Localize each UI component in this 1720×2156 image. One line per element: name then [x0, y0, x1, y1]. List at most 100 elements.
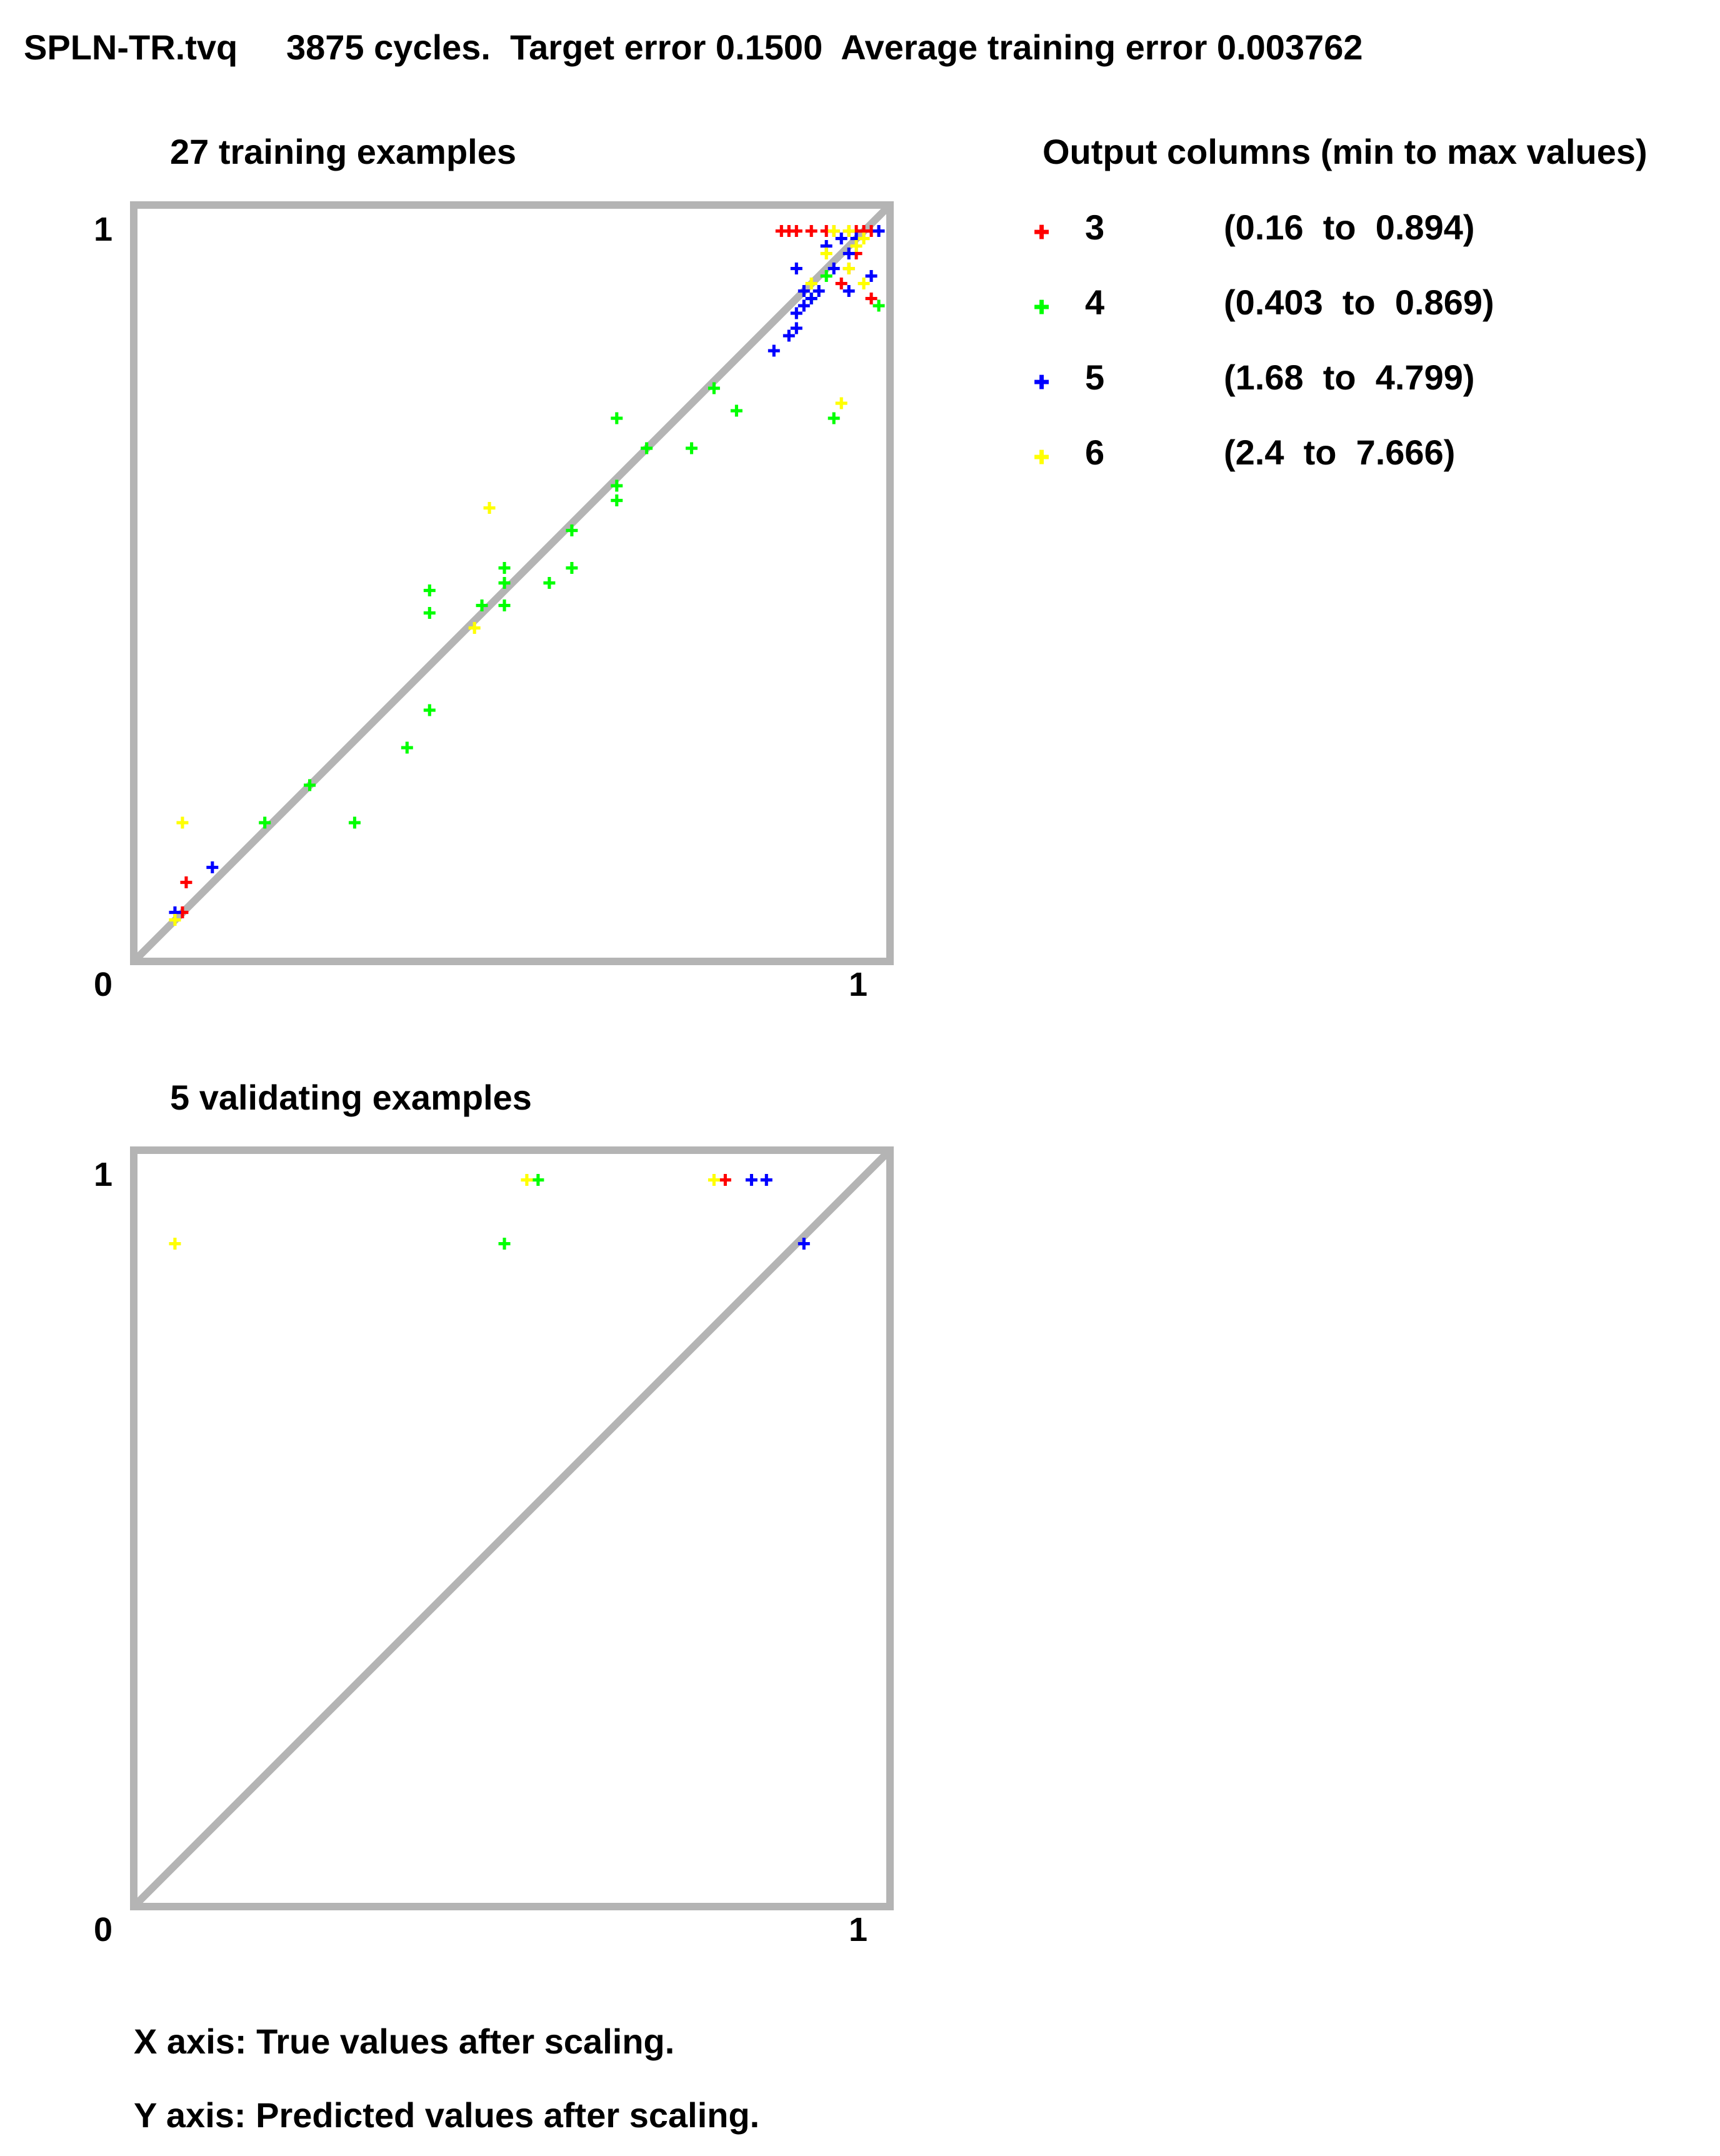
- point-col5-12: ✚: [834, 230, 848, 249]
- point-col6-12: ✚: [842, 223, 856, 241]
- legend-marker-4: ✚: [1034, 298, 1050, 318]
- point-col3-7: ✚: [827, 223, 841, 241]
- point-col4-20: ✚: [730, 402, 744, 421]
- y-axis-note: Y axis: Predicted values after scaling.: [134, 2095, 760, 2135]
- legend-range-5: (1.68 to 4.799): [1224, 358, 1475, 397]
- point-col5-15: ✚: [849, 230, 863, 249]
- validation-plot-frame: [130, 1146, 894, 1910]
- legend-range-6: (2.4 to 7.666): [1224, 433, 1456, 472]
- validation-plot-title: 5 validating examples: [170, 1078, 532, 1117]
- point-col5-13: ✚: [842, 283, 856, 301]
- point-col3-12: ✚: [842, 260, 856, 279]
- point-col5-0: ✚: [744, 1171, 758, 1190]
- legend-column-5: 5: [1085, 358, 1105, 397]
- point-col4-5: ✚: [422, 604, 436, 623]
- point-col5-7: ✚: [797, 283, 811, 301]
- point-col4-24: ✚: [872, 298, 886, 316]
- legend-title: Output columns (min to max values): [1042, 132, 1648, 171]
- point-col6-8: ✚: [849, 238, 863, 256]
- training-plot-title: 27 training examples: [170, 132, 517, 171]
- point-col4-19: ✚: [708, 380, 721, 399]
- point-col4-16: ✚: [610, 409, 624, 428]
- legend-marker-6: ✚: [1034, 448, 1050, 468]
- point-col4-14: ✚: [610, 492, 624, 511]
- training-x-tick-max: 1: [849, 966, 868, 1003]
- point-col4-15: ✚: [610, 477, 624, 496]
- point-col3-14: ✚: [864, 290, 878, 309]
- point-col3-3: ✚: [782, 223, 796, 241]
- point-col5-2: ✚: [767, 343, 781, 361]
- point-col6-3: ✚: [482, 499, 496, 518]
- validation-reference-line: [131, 1147, 893, 1910]
- point-col5-6: ✚: [797, 298, 811, 316]
- point-col3-13: ✚: [849, 245, 863, 264]
- point-col4-2: ✚: [348, 814, 362, 833]
- point-col4-8: ✚: [498, 597, 511, 616]
- point-col3-4: ✚: [789, 223, 803, 241]
- point-col4-0: ✚: [498, 1235, 511, 1254]
- point-col6-9: ✚: [857, 275, 871, 294]
- point-col6-2: ✚: [468, 619, 481, 638]
- validation-x-tick-min: 0: [94, 1911, 113, 1948]
- training-y-tick-max: 1: [94, 211, 113, 248]
- point-col6-10: ✚: [857, 230, 871, 249]
- point-col3-0: ✚: [719, 1171, 732, 1190]
- point-col6-7: ✚: [842, 260, 856, 279]
- legend-marker-3: ✚: [1034, 223, 1050, 243]
- point-col3-9: ✚: [849, 223, 863, 241]
- point-col4-0: ✚: [258, 814, 272, 833]
- point-col4-13: ✚: [565, 522, 579, 541]
- point-col3-5: ✚: [804, 223, 818, 241]
- point-col6-6: ✚: [834, 394, 848, 413]
- point-col5-8: ✚: [804, 290, 818, 309]
- x-axis-note: X axis: True values after scaling.: [134, 2022, 675, 2061]
- point-col3-8: ✚: [842, 223, 856, 241]
- legend-range-3: (0.16 to 0.894): [1224, 208, 1475, 247]
- point-col6-4: ✚: [804, 275, 818, 294]
- point-col3-11: ✚: [864, 223, 878, 241]
- point-col3-6: ✚: [819, 223, 833, 241]
- point-col4-4: ✚: [422, 702, 436, 721]
- point-col4-17: ✚: [640, 439, 654, 458]
- point-col5-11: ✚: [827, 260, 841, 279]
- point-col3-1: ✚: [179, 874, 193, 893]
- legend-marker-5: ✚: [1034, 373, 1050, 393]
- point-col4-6: ✚: [422, 582, 436, 601]
- legend-column-4: 4: [1085, 283, 1105, 322]
- point-col6-0: ✚: [168, 1235, 182, 1254]
- point-col5-10: ✚: [819, 238, 833, 256]
- training-plot-frame: [130, 201, 894, 965]
- point-col4-18: ✚: [685, 439, 699, 458]
- point-col3-10: ✚: [857, 223, 871, 241]
- point-col4-1: ✚: [303, 776, 317, 795]
- validation-scatter-plot: ✚✚✚ ✚ ✚✚✚✚ ✚: [130, 1146, 894, 1910]
- training-scatter-plot: ✚✚✚✚✚ ✚ ✚✚ ✚✚✚✚✚✚✚✚✚✚✚✚✚✚✚✚ ✚✚✚✚✚✚✚✚✚✚ ✚✚✚✚✚✚…: [130, 201, 894, 965]
- point-col3-0: ✚: [176, 904, 189, 923]
- point-col5-17: ✚: [872, 223, 886, 241]
- point-col4-12: ✚: [565, 559, 579, 578]
- point-col5-14: ✚: [842, 245, 856, 264]
- point-col4-3: ✚: [400, 740, 414, 758]
- point-col6-1: ✚: [176, 814, 189, 833]
- point-col5-0: ✚: [168, 904, 182, 923]
- point-col4-9: ✚: [498, 574, 511, 593]
- point-col5-1: ✚: [206, 859, 219, 878]
- point-col5-4: ✚: [789, 320, 803, 339]
- point-col5-9: ✚: [812, 283, 826, 301]
- point-col4-21: ✚: [804, 290, 818, 309]
- validation-y-tick-max: 1: [94, 1156, 113, 1193]
- legend-column-3: 3: [1085, 208, 1105, 247]
- legend-range-4: (0.403 to 0.869): [1224, 283, 1494, 322]
- point-col6-5: ✚: [819, 245, 833, 264]
- point-col5-1: ✚: [759, 1171, 773, 1190]
- point-col5-5: ✚: [789, 305, 803, 324]
- window-header: SPLN-TR.tvq 3875 cycles. Target error 0.…: [24, 28, 1363, 67]
- point-col6-2: ✚: [708, 1171, 721, 1190]
- point-col6-11: ✚: [827, 223, 841, 241]
- point-col6-0: ✚: [168, 911, 182, 930]
- point-col5-3: ✚: [782, 328, 796, 346]
- point-col4-11: ✚: [542, 574, 556, 593]
- point-col6-1: ✚: [520, 1171, 534, 1190]
- training-reference-line: [131, 202, 893, 965]
- point-col4-22: ✚: [819, 268, 833, 286]
